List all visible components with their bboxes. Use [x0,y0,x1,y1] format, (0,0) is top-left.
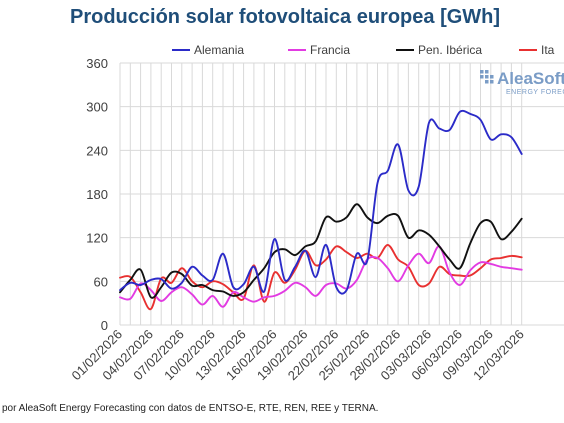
logo-dot [480,70,484,74]
series-line-francia [119,245,523,308]
logo-dot [490,75,494,79]
legend: Alemania Francia Pen. Ibérica Ita [172,43,555,57]
logo-dot [485,70,489,74]
chart-title: Producción solar fotovoltaica europea [G… [70,6,501,28]
legend-label: Francia [310,43,350,57]
y-tick-label: 300 [86,100,108,115]
series-line-pen-ib-rica [119,203,523,299]
y-tick-label: 60 [94,274,108,289]
legend-label: Ita [541,43,555,57]
series-line-italia [119,243,523,311]
source-note: por AleaSoft Energy Forecasting con dato… [2,403,379,414]
logo-tagline: ENERGY FORECASTING [506,89,564,96]
logo-dot [485,80,489,84]
logo-dot [480,75,484,79]
logo-dot [485,75,489,79]
y-tick-label: 240 [86,143,108,158]
series-line-alemania [119,109,523,295]
y-tick-label: 0 [101,318,108,333]
legend-label: Alemania [194,43,244,57]
grid-layer [119,62,564,326]
y-tick-label: 180 [86,187,108,202]
logo-dot [490,80,494,84]
y-tick-label: 120 [86,231,108,246]
logo-name: AleaSoft [497,69,564,88]
y-tick-label: 360 [86,56,108,71]
axis-layer: 06012018024030036001/02/202604/02/202607… [68,56,526,383]
series-layer [119,109,523,311]
legend-label: Pen. Ibérica [418,43,482,57]
